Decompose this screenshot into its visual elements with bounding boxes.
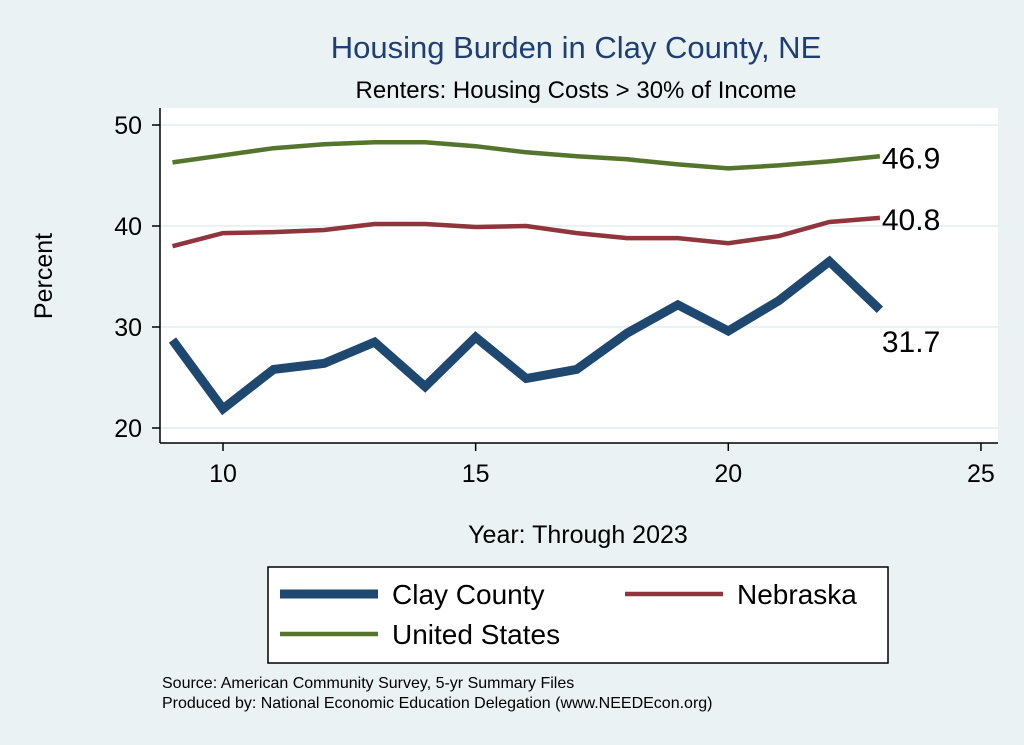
x-tick-label: 25 xyxy=(967,460,995,488)
x-tick-label: 10 xyxy=(209,460,237,488)
y-tick-label: 50 xyxy=(114,112,142,140)
chart-title: Housing Burden in Clay County, NE xyxy=(331,30,822,65)
y-tick-label: 20 xyxy=(114,415,142,443)
legend-label: United States xyxy=(392,619,560,650)
y-tick-label: 30 xyxy=(114,314,142,342)
end-label-clay-county: 31.7 xyxy=(882,326,940,359)
legend-label: Clay County xyxy=(392,579,545,610)
legend-label: Nebraska xyxy=(737,579,857,610)
y-axis-label: Percent xyxy=(30,233,58,319)
producer-note: Produced by: National Economic Education… xyxy=(162,695,713,712)
end-label-nebraska: 40.8 xyxy=(882,204,940,237)
source-note: Source: American Community Survey, 5-yr … xyxy=(162,675,574,692)
x-tick-label: 15 xyxy=(462,460,490,488)
y-tick-label: 40 xyxy=(114,213,142,241)
series-line-united-states xyxy=(172,139,881,171)
legend-box xyxy=(267,566,889,664)
x-tick-label: 20 xyxy=(714,460,742,488)
x-axis-label: Year: Through 2023 xyxy=(468,521,688,549)
series-line-nebraska xyxy=(171,215,881,249)
series-line-clay-county xyxy=(168,255,884,416)
chart-subtitle: Renters: Housing Costs > 30% of Income xyxy=(356,77,797,104)
end-label-united-states: 46.9 xyxy=(882,142,940,175)
plot-area xyxy=(160,108,998,443)
